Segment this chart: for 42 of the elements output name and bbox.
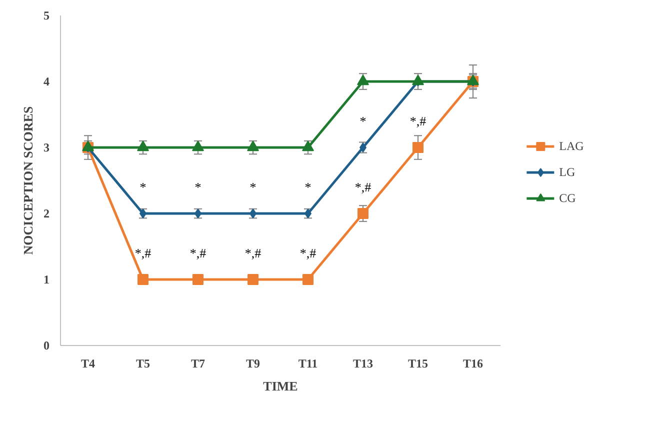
point (138, 274, 148, 285)
legend-label: LAG (559, 138, 584, 154)
annotation: *,# (244, 246, 262, 261)
x-tick-label: T15 (408, 356, 428, 370)
x-tick-label: T13 (353, 356, 374, 370)
point (137, 140, 149, 152)
point (412, 142, 424, 153)
point (357, 74, 369, 86)
point (412, 74, 424, 86)
y-axis-title: NOCICEPTION SCORES (20, 106, 36, 255)
point (302, 274, 314, 285)
legend-label: LG (559, 164, 576, 180)
y-tick-label: 2 (44, 206, 50, 220)
point (302, 140, 314, 152)
x-tick-label: T7 (191, 356, 206, 370)
y-tick-label: 1 (44, 272, 50, 286)
annotation: *,# (354, 180, 372, 195)
annotation: * (360, 114, 366, 129)
legend-label: CG (559, 190, 577, 206)
point (192, 140, 204, 152)
point (192, 274, 204, 285)
point (248, 274, 258, 285)
y-tick-label: 4 (44, 74, 50, 88)
x-tick-label: T16 (463, 356, 484, 370)
annotation: * (250, 180, 256, 195)
annotation: * (140, 180, 146, 195)
x-tick-label: T11 (298, 356, 318, 370)
annotation: * (304, 180, 312, 195)
annotation: *,# (300, 246, 317, 261)
annotation: *,# (190, 246, 207, 261)
y-tick-label: 5 (44, 8, 50, 22)
annotation: * (194, 180, 202, 195)
x-axis-title: TIME (263, 378, 298, 394)
x-tick-label: T5 (136, 356, 150, 370)
x-tick-label: T4 (81, 356, 96, 370)
annotation: *,# (410, 114, 427, 129)
point (247, 140, 259, 152)
annotation: *,# (134, 246, 152, 261)
y-tick-label: 0 (44, 338, 50, 352)
y-tick-label: 3 (44, 140, 50, 154)
x-tick-label: T9 (246, 356, 260, 370)
point (358, 208, 368, 219)
